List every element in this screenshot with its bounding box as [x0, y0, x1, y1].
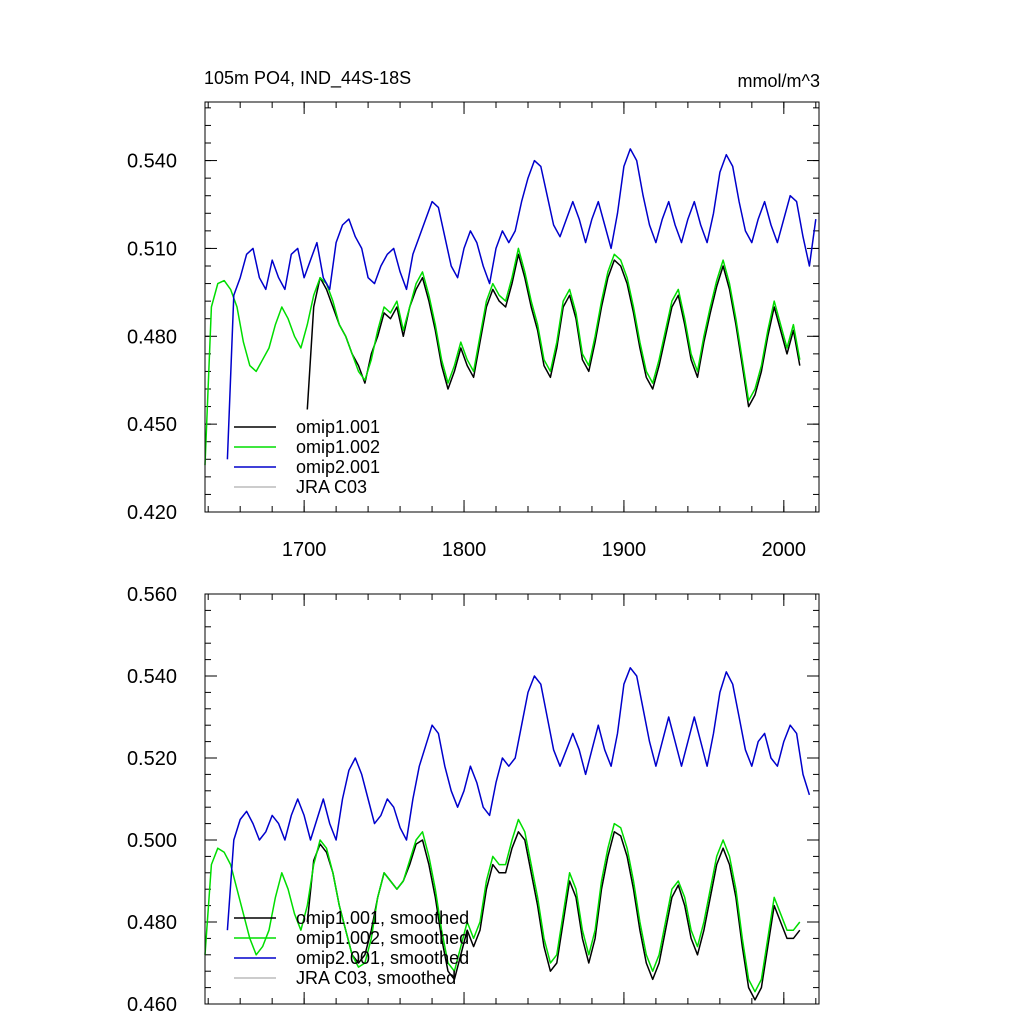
y-tick-label: 0.540 — [127, 666, 177, 688]
x-tick-label: 1700 — [282, 539, 327, 561]
y-tick-label: 0.480 — [127, 912, 177, 934]
legend-label: omip1.001 — [296, 417, 380, 437]
legend-label: omip1.002, smoothed — [296, 928, 469, 948]
x-tick-label: 1800 — [442, 539, 487, 561]
y-tick-label: 0.500 — [127, 830, 177, 852]
units-label: mmol/m^3 — [738, 71, 820, 91]
legend-label: omip2.001 — [296, 457, 380, 477]
y-tick-label: 0.450 — [127, 414, 177, 436]
series-line-2 — [204, 247, 801, 466]
top-chart: 105m PO4, IND_44S-18S mmol/m^3 0.420 0.45… — [127, 68, 820, 561]
top-axes: 0.420 0.450 0.480 0.510 0.540 1700 1800 1900 200… — [127, 102, 819, 561]
x-tick-label: 2000 — [762, 539, 807, 561]
legend-label: omip1.002 — [296, 437, 380, 457]
bottom-chart: 0.460 0.480 0.500 0.520 0.540 0.560 omip1.001… — [127, 584, 820, 1016]
y-tick-label: 0.460 — [127, 994, 177, 1016]
y-tick-label: 0.510 — [127, 238, 177, 260]
series-line-3 — [226, 667, 811, 931]
legend-label: omip1.001, smoothed — [296, 908, 469, 928]
series-line-1 — [306, 253, 801, 410]
x-tick-label: 1900 — [602, 539, 647, 561]
y-tick-label: 0.540 — [127, 151, 177, 173]
y-tick-label: 0.420 — [127, 502, 177, 524]
bottom-plot-frame — [204, 593, 820, 1005]
chart-title: 105m PO4, IND_44S-18S — [204, 68, 411, 89]
series-line-3 — [226, 148, 817, 460]
series-line-2 — [204, 818, 801, 993]
legend-label: JRA C03, smoothed — [296, 968, 456, 988]
bottom-series — [204, 667, 811, 1001]
legend-label: omip2.001, smoothed — [296, 948, 469, 968]
y-tick-label: 0.520 — [127, 748, 177, 770]
y-tick-label: 0.480 — [127, 326, 177, 348]
bottom-axes: 0.460 0.480 0.500 0.520 0.540 0.560 — [127, 584, 819, 1016]
legend-label: JRA C03 — [296, 477, 367, 497]
top-plot-frame — [204, 101, 820, 513]
top-series — [204, 148, 817, 466]
y-tick-label: 0.560 — [127, 584, 177, 606]
